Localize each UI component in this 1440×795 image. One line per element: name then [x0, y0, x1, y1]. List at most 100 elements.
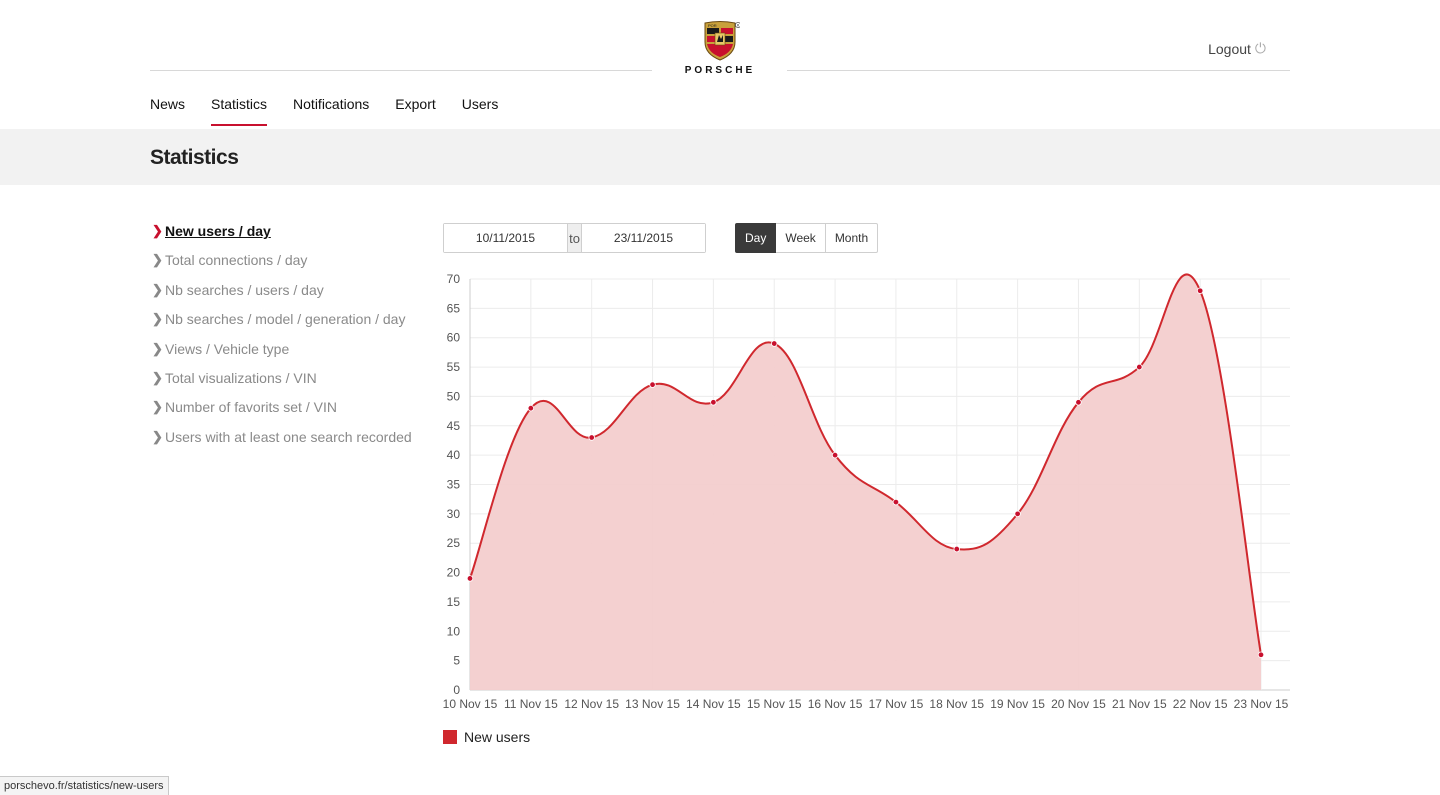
- y-tick-label: 50: [447, 389, 461, 403]
- side-item-label: New users / day: [165, 223, 271, 239]
- nav-item-notifications[interactable]: Notifications: [293, 96, 370, 112]
- date-from-input[interactable]: [444, 224, 567, 252]
- date-to-input[interactable]: [582, 224, 705, 252]
- header-divider-right: [787, 70, 1290, 71]
- svg-text:R: R: [737, 24, 740, 28]
- data-point: [588, 434, 595, 441]
- side-item-total-visualizations-vin[interactable]: ❯ Total visualizations / VIN: [152, 369, 412, 398]
- data-point: [1196, 287, 1204, 294]
- x-tick-label: 20 Nov 15: [1051, 697, 1106, 711]
- x-tick-label: 16 Nov 15: [808, 697, 863, 711]
- svg-text:POR: POR: [708, 23, 717, 28]
- brand-wordmark: PORSCHE: [684, 65, 756, 76]
- data-point: [649, 381, 656, 388]
- nav-item-export[interactable]: Export: [395, 96, 436, 112]
- side-item-total-connections-day[interactable]: ❯ Total connections / day: [152, 251, 412, 280]
- period-toggle: Day Week Month: [735, 223, 879, 253]
- page-title: Statistics: [150, 146, 239, 169]
- chevron-right-icon: ❯: [152, 369, 163, 385]
- chevron-right-icon: ❯: [152, 252, 163, 268]
- x-tick-label: 14 Nov 15: [686, 697, 741, 711]
- y-tick-label: 5: [453, 654, 460, 668]
- side-item-label: Nb searches / users / day: [165, 281, 324, 298]
- x-tick-label: 22 Nov 15: [1173, 697, 1228, 711]
- y-tick-label: 45: [447, 419, 461, 433]
- x-tick-label: 23 Nov 15: [1234, 697, 1289, 711]
- x-tick-label: 13 Nov 15: [625, 697, 680, 711]
- x-tick-label: 17 Nov 15: [869, 697, 924, 711]
- x-tick-label: 19 Nov 15: [990, 697, 1045, 711]
- y-tick-label: 35: [447, 478, 461, 492]
- data-point: [527, 404, 535, 412]
- x-tick-label: 10 Nov 15: [443, 697, 498, 711]
- chevron-right-icon: ❯: [152, 340, 163, 356]
- side-item-nb-searches-users-day[interactable]: ❯ Nb searches / users / day: [152, 281, 412, 310]
- y-tick-label: 10: [447, 624, 461, 638]
- nav-item-news[interactable]: News: [150, 96, 186, 112]
- y-tick-label: 20: [447, 566, 461, 580]
- chart-legend: New users: [443, 729, 530, 745]
- y-tick-label: 25: [447, 536, 461, 550]
- y-tick-label: 65: [447, 301, 461, 315]
- legend-label: New users: [464, 729, 531, 745]
- data-point: [466, 575, 474, 582]
- side-item-label: Users with at least one search recorded: [165, 428, 412, 445]
- y-tick-label: 30: [447, 507, 461, 521]
- data-point: [1136, 363, 1143, 371]
- side-item-label: Total visualizations / VIN: [165, 369, 317, 386]
- data-point: [1014, 510, 1021, 518]
- data-point: [1075, 399, 1082, 406]
- power-icon: ⏻: [1254, 40, 1266, 56]
- main-nav: News Statistics Notifications Export Use…: [150, 96, 524, 126]
- y-tick-label: 0: [453, 683, 460, 697]
- side-item-label: Nb searches / model / generation / day: [165, 311, 406, 328]
- data-point: [953, 545, 960, 553]
- side-item-label: Views / Vehicle type: [165, 340, 290, 357]
- y-tick-label: 55: [447, 360, 461, 374]
- porsche-logo[interactable]: POR R PORSCHE: [670, 20, 770, 78]
- legend-swatch: [443, 730, 457, 744]
- data-point: [710, 399, 717, 406]
- status-bar-url: porschevo.fr/statistics/new-users: [0, 776, 169, 795]
- x-tick-label: 18 Nov 15: [929, 697, 984, 711]
- y-tick-label: 15: [447, 595, 461, 609]
- chevron-right-icon: ❯: [152, 399, 163, 415]
- side-item-nb-searches-model-generation-day[interactable]: ❯ Nb searches / model / generation / day: [152, 310, 412, 339]
- y-tick-label: 70: [447, 272, 461, 286]
- side-item-users-with-search[interactable]: ❯ Users with at least one search recorde…: [152, 428, 412, 457]
- side-item-number-of-favorits-vin[interactable]: ❯ Number of favorits set / VIN: [152, 398, 412, 427]
- date-range-picker: to: [443, 223, 706, 253]
- data-point: [892, 498, 900, 506]
- header-divider-left: [150, 70, 652, 71]
- nav-item-statistics[interactable]: Statistics: [211, 96, 268, 126]
- x-tick-label: 21 Nov 15: [1112, 697, 1167, 711]
- side-item-new-users-day[interactable]: ❯ New users / day: [152, 222, 412, 251]
- side-item-label: Number of favorits set / VIN: [165, 399, 337, 416]
- chevron-right-icon: ❯: [152, 223, 163, 238]
- side-item-views-vehicle-type[interactable]: ❯ Views / Vehicle type: [152, 340, 412, 369]
- logout-button[interactable]: Logout ⏻: [1208, 40, 1266, 57]
- data-point: [1257, 651, 1265, 658]
- y-tick-label: 60: [447, 331, 461, 345]
- side-item-label: Total connections / day: [165, 252, 308, 269]
- title-band: [0, 129, 1440, 185]
- chevron-right-icon: ❯: [152, 428, 163, 444]
- x-tick-label: 11 Nov 15: [504, 697, 558, 711]
- date-range-separator: to: [567, 224, 582, 252]
- x-tick-label: 15 Nov 15: [747, 697, 802, 711]
- chevron-right-icon: ❯: [152, 311, 163, 327]
- nav-item-users[interactable]: Users: [461, 96, 499, 112]
- x-tick-label: 12 Nov 15: [564, 697, 619, 711]
- porsche-crest-icon: POR R: [704, 21, 740, 61]
- logout-label: Logout: [1208, 40, 1251, 57]
- period-month-button[interactable]: Month: [825, 223, 879, 253]
- chevron-right-icon: ❯: [152, 281, 163, 297]
- data-point: [771, 340, 778, 347]
- header: POR R PORSCHE Logout ⏻: [0, 0, 1440, 90]
- data-point: [831, 451, 839, 459]
- series-area-new-users: [470, 274, 1261, 690]
- period-day-button[interactable]: Day: [735, 223, 777, 253]
- new-users-chart: 0 5 10 15 20 25 30 35 40 45 50 55 60 65 70 10 Nov 15 11 …: [443, 272, 1290, 711]
- statistics-side-menu: ❯ New users / day ❯ Total connections / …: [152, 222, 412, 457]
- period-week-button[interactable]: Week: [776, 223, 826, 253]
